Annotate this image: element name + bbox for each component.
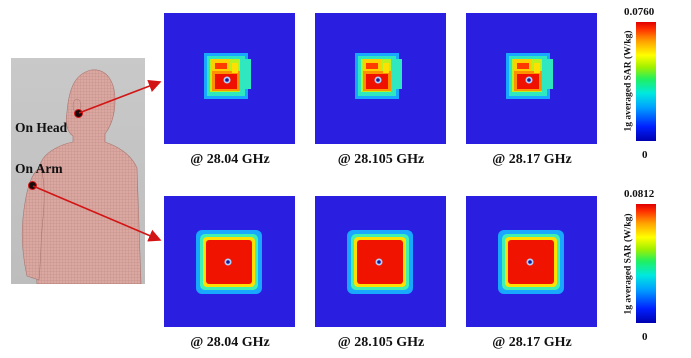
colorbar-arm-max: 0.0812 (624, 188, 655, 200)
sar-map-arm-28-17 (466, 196, 597, 327)
colorbar-head-min: 0 (642, 149, 648, 161)
arm-probe-point (28, 181, 37, 190)
sar-map-arm-28-04 (164, 196, 295, 327)
head-probe-point (74, 109, 83, 118)
colorbar-arm-title: 1g averaged SAR (W/kg) (623, 213, 634, 315)
sar-map-head-28-105 (315, 13, 446, 144)
freq-label-head-3: @ 28.17 GHz (492, 152, 572, 167)
freq-label-head-1: @ 28.04 GHz (190, 152, 270, 167)
arm-to-map-arrow (32, 185, 162, 242)
colorbar-head (636, 22, 656, 141)
colorbar-head-title: 1g averaged SAR (W/kg) (623, 30, 634, 132)
colorbar-arm-min: 0 (642, 331, 648, 343)
colorbar-arm (636, 204, 656, 323)
sar-map-arm-28-105 (315, 196, 446, 327)
label-on-head: On Head (15, 120, 68, 135)
freq-label-arm-1: @ 28.04 GHz (190, 335, 270, 350)
phantom-body-figure (21, 69, 142, 284)
freq-label-head-2: @ 28.105 GHz (337, 152, 425, 167)
freq-label-arm-2: @ 28.105 GHz (337, 335, 425, 350)
head-to-map-arrow (78, 80, 162, 114)
colorbar-head-max: 0.0760 (624, 6, 655, 18)
freq-label-arm-3: @ 28.17 GHz (492, 335, 572, 350)
label-on-arm: On Arm (15, 161, 63, 176)
sar-map-head-28-17 (466, 13, 597, 144)
sar-map-head-28-04 (164, 13, 295, 144)
